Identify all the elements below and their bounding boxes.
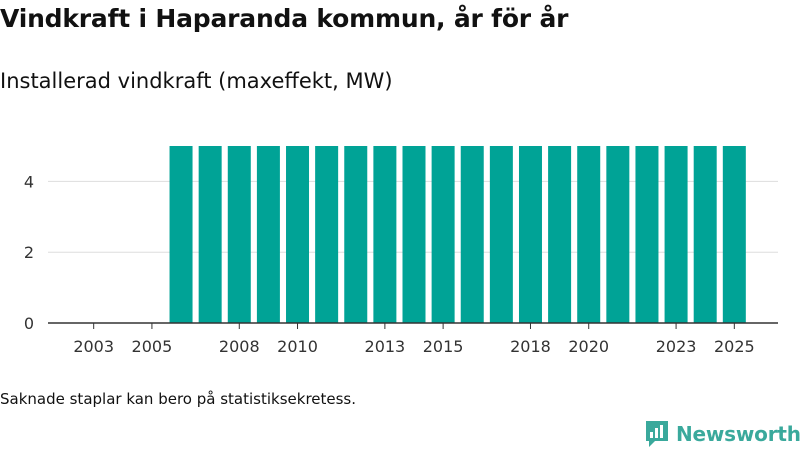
newsworthy-logo-icon — [646, 421, 668, 447]
bar-2023 — [664, 146, 688, 323]
chart-subtitle: Installerad vindkraft (maxeffekt, MW) — [0, 69, 393, 93]
bar-2019 — [548, 146, 572, 323]
bar-2006 — [169, 146, 193, 323]
chart-title: Vindkraft i Haparanda kommun, år för år — [0, 4, 569, 33]
brand-logo[interactable]: Newsworthy — [644, 419, 800, 449]
bars — [169, 146, 746, 323]
bar-2018 — [518, 146, 542, 323]
bar-2016 — [460, 146, 484, 323]
x-tick-label: 2015 — [423, 337, 464, 356]
tick-labels: 0 2 4 2003 2005 2008 2010 2013 2015 2018 2020 2023 2… — [24, 172, 755, 356]
axes — [48, 322, 778, 329]
footnote: Saknade staplar kan bero på statistiksek… — [0, 390, 357, 408]
x-tick-label: 2010 — [277, 337, 318, 356]
x-tick-label: 2025 — [714, 337, 755, 356]
bar-2017 — [489, 146, 513, 323]
x-tick-label: 2018 — [510, 337, 551, 356]
y-tick-label: 4 — [24, 172, 34, 191]
bar-2012 — [344, 146, 368, 323]
bar-2013 — [373, 146, 397, 323]
bar-2020 — [577, 146, 601, 323]
x-tick-label: 2023 — [656, 337, 697, 356]
bar-2010 — [286, 146, 310, 323]
bar-2009 — [256, 146, 280, 323]
bar-2015 — [431, 146, 455, 323]
x-tick-label: 2008 — [219, 337, 260, 356]
y-tick-label: 2 — [24, 243, 34, 262]
x-tick-label: 2020 — [568, 337, 609, 356]
bar-2007 — [198, 146, 222, 323]
bar-chart: 0 2 4 2003 2005 2008 2010 2013 2015 2018 2020 2023 2… — [24, 146, 778, 356]
brand-name: Newsworthy — [676, 422, 800, 446]
bar-2021 — [606, 146, 630, 323]
x-tick-label: 2013 — [365, 337, 406, 356]
bar-2011 — [315, 146, 339, 323]
bar-2008 — [227, 146, 251, 323]
x-tick-label: 2005 — [132, 337, 173, 356]
bar-2022 — [635, 146, 659, 323]
bar-2014 — [402, 146, 426, 323]
y-tick-label: 0 — [24, 314, 34, 333]
x-tick-label: 2003 — [73, 337, 114, 356]
bar-2025 — [722, 146, 746, 323]
bar-2024 — [693, 146, 717, 323]
